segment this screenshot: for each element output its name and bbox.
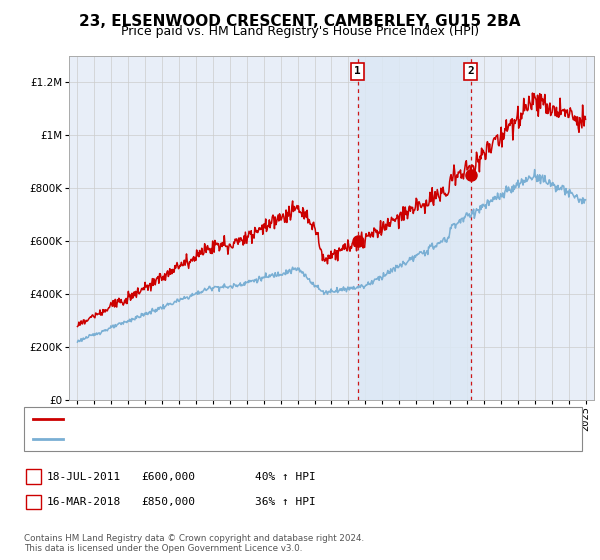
Text: 1: 1 xyxy=(354,67,361,77)
Text: 2: 2 xyxy=(467,67,474,77)
Text: £600,000: £600,000 xyxy=(141,472,195,482)
Text: 16-MAR-2018: 16-MAR-2018 xyxy=(47,497,121,507)
Text: 23, ELSENWOOD CRESCENT, CAMBERLEY, GU15 2BA: 23, ELSENWOOD CRESCENT, CAMBERLEY, GU15 … xyxy=(79,14,521,29)
Text: Price paid vs. HM Land Registry's House Price Index (HPI): Price paid vs. HM Land Registry's House … xyxy=(121,25,479,38)
Text: 18-JUL-2011: 18-JUL-2011 xyxy=(47,472,121,482)
Text: 40% ↑ HPI: 40% ↑ HPI xyxy=(255,472,316,482)
Text: 1: 1 xyxy=(30,472,37,482)
Text: 36% ↑ HPI: 36% ↑ HPI xyxy=(255,497,316,507)
Text: 23, ELSENWOOD CRESCENT, CAMBERLEY, GU15 2BA (detached house): 23, ELSENWOOD CRESCENT, CAMBERLEY, GU15 … xyxy=(69,414,439,424)
Text: Contains HM Land Registry data © Crown copyright and database right 2024.
This d: Contains HM Land Registry data © Crown c… xyxy=(24,534,364,553)
Bar xyxy=(358,56,470,400)
Text: HPI: Average price, detached house, Surrey Heath: HPI: Average price, detached house, Surr… xyxy=(69,434,331,444)
Text: £850,000: £850,000 xyxy=(141,497,195,507)
Text: 2: 2 xyxy=(30,497,37,507)
